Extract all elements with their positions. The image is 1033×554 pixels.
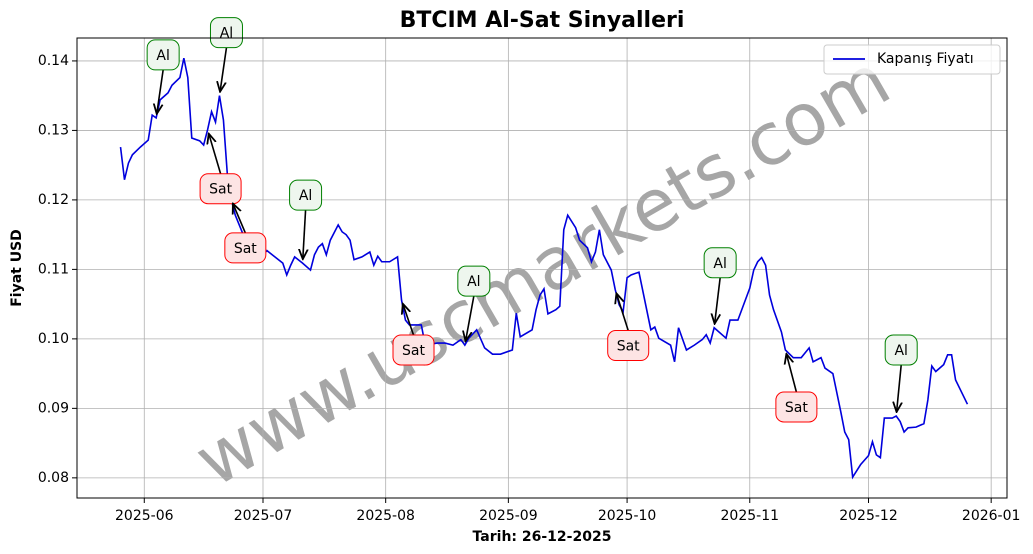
y-tick-label: 0.11 — [38, 261, 69, 277]
signal-label: Sat — [209, 182, 232, 198]
signal-label: Al — [299, 188, 312, 204]
legend-label: Kapanış Fiyatı — [877, 51, 974, 67]
signal-box — [392, 334, 435, 366]
signal-label: Al — [713, 256, 726, 272]
signal-label: Al — [467, 274, 480, 290]
legend: Kapanış Fiyatı — [823, 44, 1001, 75]
signal-box — [775, 391, 818, 423]
y-tick-label: 0.10 — [38, 331, 69, 347]
x-tick-label: 2025-08 — [356, 508, 415, 524]
x-axis-label: Tarih: 26-12-2025 — [473, 529, 612, 545]
signal-arrow — [209, 134, 222, 174]
signal-arrow — [233, 204, 247, 234]
signal-arrow — [897, 364, 902, 412]
x-tick-label: 2025-09 — [479, 508, 538, 524]
signal-label: Sat — [785, 400, 808, 416]
signal-arrow — [220, 47, 228, 92]
signal-box — [884, 334, 918, 366]
signal-label: Sat — [617, 339, 640, 355]
signal-arrow — [403, 304, 415, 336]
y-axis-label: Fiyat USD — [9, 229, 25, 307]
x-tick-label: 2025-11 — [721, 508, 780, 524]
signal-arrow — [715, 277, 721, 324]
signal-label: Sat — [234, 241, 257, 257]
signal-box — [224, 232, 267, 264]
signal-label: Al — [894, 343, 907, 359]
x-tick-label: 2025-12 — [839, 508, 898, 524]
signal-box — [703, 247, 737, 279]
plot-frame — [76, 37, 1008, 499]
signal-box — [209, 17, 243, 49]
signal-label: Al — [220, 26, 233, 42]
x-tick-label: 2025-10 — [598, 508, 657, 524]
signal-box — [146, 39, 180, 71]
signal-arrow — [157, 69, 164, 114]
y-tick-label: 0.14 — [38, 53, 69, 69]
y-tick-label: 0.13 — [38, 122, 69, 138]
signal-box — [607, 330, 650, 362]
x-tick-label: 2026-01 — [962, 508, 1021, 524]
x-tick-label: 2025-06 — [115, 508, 174, 524]
signal-arrow — [466, 295, 475, 341]
signal-arrow — [616, 293, 629, 331]
y-tick-label: 0.09 — [38, 400, 69, 416]
signal-arrow — [786, 354, 798, 393]
legend-box — [823, 44, 1001, 75]
y-tick-label: 0.08 — [38, 470, 69, 486]
signal-arrow — [303, 210, 306, 259]
signal-box — [289, 179, 323, 211]
x-tick-label: 2025-07 — [234, 508, 293, 524]
signal-box — [199, 173, 242, 205]
y-tick-label: 0.12 — [38, 192, 69, 208]
signal-label: Al — [156, 48, 169, 64]
signal-box — [457, 265, 491, 297]
chart-title: BTCIM Al-Sat Sinyalleri — [400, 8, 685, 33]
signal-label: Sat — [402, 343, 425, 359]
